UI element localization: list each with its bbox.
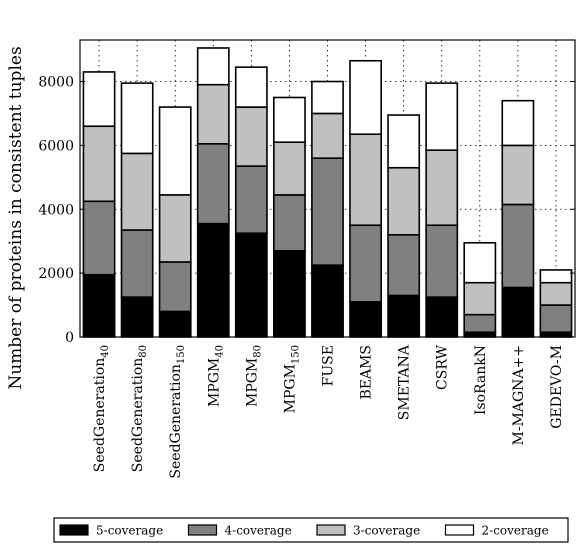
- legend-swatch-5-coverage: [59, 524, 89, 536]
- bar-segment-5-coverage: [501, 286, 535, 338]
- bar-segment-2-coverage: [196, 47, 230, 86]
- bar-segment-3-coverage: [234, 106, 268, 167]
- bar-segment-5-coverage: [82, 273, 116, 338]
- bar-segment-2-coverage: [311, 80, 344, 115]
- bar-segment-3-coverage: [501, 144, 535, 206]
- y-tick-label: 0: [65, 330, 74, 346]
- bar-segment-5-coverage: [273, 249, 306, 338]
- bar-segment-3-coverage: [196, 83, 230, 145]
- y-axis-label: Number of proteins in consistent tuples: [6, 46, 26, 389]
- bar-segment-3-coverage: [463, 281, 497, 316]
- bar-segment-4-coverage: [158, 261, 192, 313]
- bar-segment-5-coverage: [234, 232, 268, 338]
- bar-segment-5-coverage: [311, 264, 344, 338]
- bar-segment-3-coverage: [82, 125, 116, 203]
- y-tick-label: 2000: [38, 266, 74, 282]
- bar-segment-5-coverage: [349, 301, 382, 338]
- bar-segment-4-coverage: [463, 313, 497, 334]
- bar-segment-2-coverage: [120, 82, 154, 155]
- bar-segment-4-coverage: [311, 157, 344, 266]
- y-axis-ticks: 0 2000 4000 6000 8000: [38, 75, 575, 346]
- bar-segment-2-coverage: [387, 114, 421, 169]
- legend-frame: [53, 517, 569, 543]
- legend-swatch-3-coverage: [316, 524, 346, 536]
- x-tick-label: SeedGeneration150: [168, 345, 187, 479]
- bar-segment-2-coverage: [501, 99, 535, 147]
- x-tick-label: FUSE: [321, 345, 337, 386]
- bars: [82, 47, 573, 338]
- bar-segment-5-coverage: [196, 222, 230, 338]
- x-tick-label: SMETANA: [397, 344, 413, 420]
- bar-segment-2-coverage: [158, 106, 192, 196]
- bar-segment-3-coverage: [311, 112, 344, 159]
- x-tick-label: M-MAGNA++: [511, 345, 527, 446]
- x-tick-label: MPGM40: [206, 345, 225, 407]
- bar-segment-4-coverage: [234, 165, 268, 235]
- bar-segment-4-coverage: [539, 304, 573, 334]
- x-tick-label: SeedGeneration40: [92, 345, 111, 472]
- bar-segment-4-coverage: [82, 200, 116, 276]
- x-tick-label: MPGM150: [282, 345, 301, 413]
- bar-segment-3-coverage: [120, 152, 154, 231]
- bar-segment-2-coverage: [463, 241, 497, 284]
- bar-segment-5-coverage: [387, 294, 421, 338]
- bar-segment-4-coverage: [120, 229, 154, 298]
- y-tick-label: 6000: [38, 138, 74, 154]
- bar-segment-2-coverage: [539, 269, 573, 284]
- bar-segment-3-coverage: [539, 281, 573, 306]
- x-tick-label: CSRW: [435, 344, 451, 390]
- legend: 5-coverage 4-coverage 3-coverage 2-coverage: [53, 517, 569, 543]
- bar-segment-2-coverage: [273, 96, 306, 143]
- bar-segment-4-coverage: [425, 224, 459, 298]
- bar-segment-5-coverage: [120, 296, 154, 338]
- bar-segment-3-coverage: [273, 141, 306, 196]
- x-axis-labels: SeedGeneration40 SeedGeneration80 SeedGene…: [92, 332, 565, 479]
- bar-segment-2-coverage: [349, 59, 382, 136]
- bar-segment-4-coverage: [273, 194, 306, 252]
- legend-label-4-coverage: 4-coverage: [225, 524, 292, 538]
- bar-segment-3-coverage: [387, 166, 421, 236]
- bar-segment-2-coverage: [425, 82, 459, 151]
- bar-segment-4-coverage: [501, 203, 535, 289]
- legend-label-2-coverage: 2-coverage: [482, 524, 549, 538]
- bar-segment-4-coverage: [349, 224, 382, 303]
- bar-segment-3-coverage: [425, 149, 459, 227]
- legend-label-5-coverage: 5-coverage: [96, 524, 163, 538]
- x-tick-label: BEAMS: [359, 345, 375, 400]
- x-tick-label: MPGM80: [244, 345, 263, 407]
- legend-label-3-coverage: 3-coverage: [353, 524, 420, 538]
- bar-segment-5-coverage: [425, 296, 459, 338]
- legend-swatch-4-coverage: [187, 524, 218, 536]
- bar-segment-3-coverage: [158, 194, 192, 263]
- legend-swatch-2-coverage: [444, 524, 475, 536]
- y-tick-label: 8000: [38, 75, 74, 91]
- x-tick-label: GEDEVO-M: [549, 345, 565, 429]
- bar-segment-4-coverage: [196, 142, 230, 225]
- bar-segment-3-coverage: [349, 133, 382, 227]
- y-tick-label: 4000: [38, 202, 74, 218]
- bar-segment-2-coverage: [234, 66, 268, 108]
- bar-segment-4-coverage: [387, 234, 421, 297]
- bar-segment-2-coverage: [82, 71, 116, 128]
- x-tick-label: SeedGeneration80: [130, 345, 149, 472]
- x-tick-label: IsoRankN: [473, 345, 489, 415]
